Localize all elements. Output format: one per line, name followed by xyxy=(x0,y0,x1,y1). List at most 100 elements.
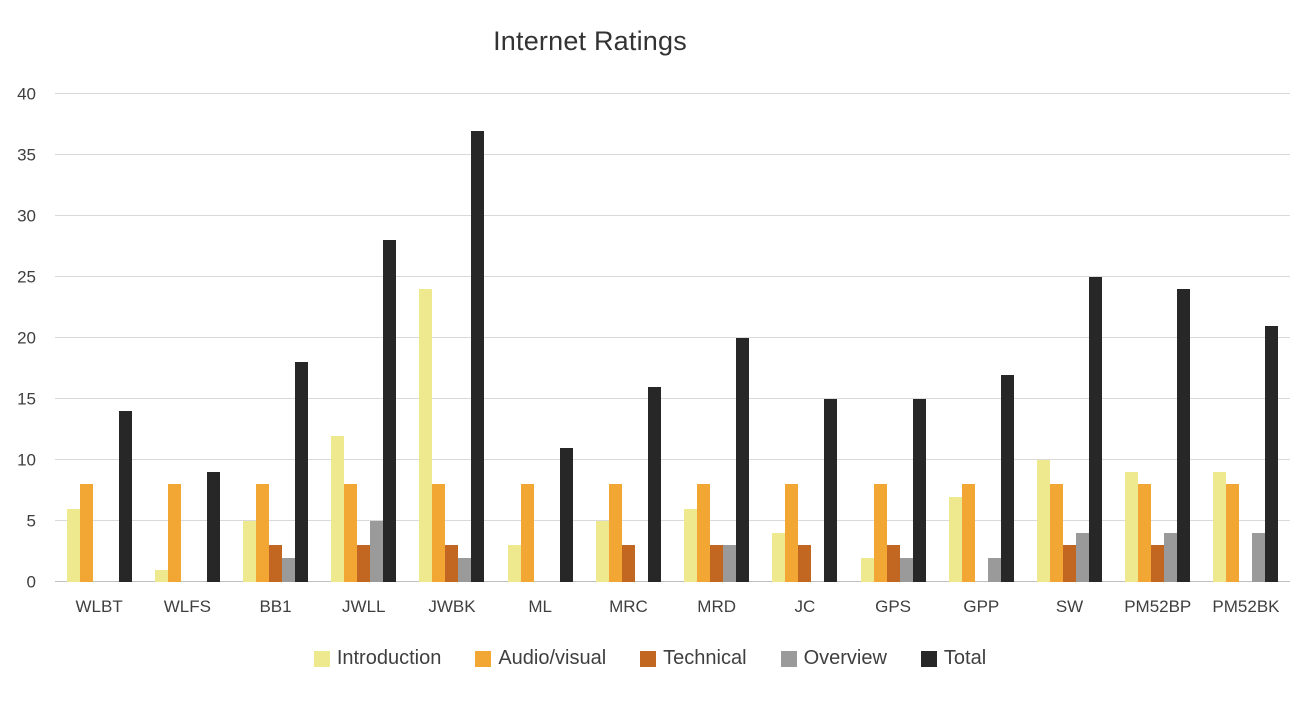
bar-audio-visual-jwll xyxy=(344,484,358,582)
x-tick-label-jwbk: JWBK xyxy=(428,597,476,616)
bar-technical-bb1 xyxy=(269,545,283,582)
x-tick-label-gps: GPS xyxy=(875,597,912,616)
x-tick-label-mrc: MRC xyxy=(609,597,648,616)
bar-overview-bb1 xyxy=(282,557,296,582)
x-tick-label-sw: SW xyxy=(1055,597,1084,616)
bar-total-wlbt xyxy=(118,411,132,582)
bar-group-ml xyxy=(496,94,584,582)
x-tick-label-bb1: BB1 xyxy=(259,597,292,616)
bar-group-gpp xyxy=(937,94,1025,582)
bar-technical-mrc xyxy=(621,545,635,582)
bar-audio-visual-jc xyxy=(785,484,799,582)
bar-overview-pm52bk xyxy=(1252,533,1266,582)
bar-total-sw xyxy=(1089,277,1103,582)
bar-group-sw xyxy=(1025,94,1113,582)
bar-total-bb1 xyxy=(295,362,309,582)
bar-introduction-gpp xyxy=(948,496,962,582)
bar-group-wlbt xyxy=(55,94,143,582)
y-tick-label-35: 35 xyxy=(17,145,36,165)
y-tick-label-30: 30 xyxy=(17,206,36,226)
bar-total-pm52bk xyxy=(1265,325,1279,582)
bar-audio-visual-bb1 xyxy=(256,484,270,582)
bar-technical-sw xyxy=(1063,545,1077,582)
bar-introduction-mrc xyxy=(595,521,609,582)
bar-group-mrd xyxy=(673,94,761,582)
legend-label-audio-visual: Audio/visual xyxy=(498,647,607,669)
y-tick-label-40: 40 xyxy=(17,84,36,104)
legend: Introduction Audio/visual Technical Overvie… xyxy=(0,647,1300,670)
y-tick-label-15: 15 xyxy=(17,389,36,409)
bar-total-jwbk xyxy=(471,130,485,582)
bar-total-jc xyxy=(824,399,838,582)
bar-group-pm52bp xyxy=(1114,94,1202,582)
y-tick-label-5: 5 xyxy=(26,511,36,531)
bar-group-gps xyxy=(849,94,937,582)
bars-layer xyxy=(55,94,1290,582)
gridline-25 xyxy=(55,276,1290,277)
chart-title: Internet Ratings xyxy=(493,26,687,56)
bar-introduction-mrd xyxy=(684,508,698,582)
bar-technical-jwll xyxy=(357,545,371,582)
bar-audio-visual-gps xyxy=(873,484,887,582)
bar-audio-visual-mrc xyxy=(608,484,622,582)
x-tick-label-pm52bk: PM52BK xyxy=(1212,597,1280,616)
gridline-20 xyxy=(55,337,1290,338)
bar-total-mrd xyxy=(736,338,750,582)
bar-total-mrc xyxy=(647,386,661,582)
gridlines-layer xyxy=(55,93,1290,582)
x-tick-label-gpp: GPP xyxy=(963,597,1000,616)
legend-item-introduction: Introduction xyxy=(313,647,442,670)
bar-overview-jwll xyxy=(370,521,384,582)
bar-technical-mrd xyxy=(710,545,724,582)
x-tick-label-pm52bp: PM52BP xyxy=(1124,597,1192,616)
bar-total-ml xyxy=(559,447,573,582)
y-tick-label-0: 0 xyxy=(26,572,36,592)
x-tick-label-wlbt: WLBT xyxy=(75,597,123,616)
legend-item-audio-visual: Audio/visual xyxy=(475,647,606,670)
bar-introduction-wlbt xyxy=(66,508,80,582)
bar-introduction-bb1 xyxy=(243,521,257,582)
legend-swatch-introduction xyxy=(313,650,330,667)
bar-group-jwbk xyxy=(408,94,496,582)
legend-label-introduction: Introduction xyxy=(336,647,442,669)
bar-group-jc xyxy=(761,94,849,582)
y-tick-label-10: 10 xyxy=(17,450,36,470)
gridline-10 xyxy=(55,459,1290,460)
bar-introduction-jwbk xyxy=(419,289,433,582)
bar-overview-pm52bp xyxy=(1164,533,1178,582)
x-tick-label-ml: ML xyxy=(528,597,553,616)
y-axis: 0 5 10 15 20 25 30 35 40 xyxy=(0,86,46,591)
gridline-40 xyxy=(55,93,1290,94)
bar-introduction-sw xyxy=(1037,460,1051,582)
x-tick-label-jwll: JWLL xyxy=(342,597,386,616)
bar-group-bb1 xyxy=(231,94,319,582)
bar-audio-visual-mrd xyxy=(697,484,711,582)
y-tick-label-25: 25 xyxy=(17,267,36,287)
bar-total-gpp xyxy=(1000,374,1014,582)
legend-label-technical: Technical xyxy=(663,647,747,669)
bar-introduction-pm52bk xyxy=(1213,472,1227,582)
plot-area xyxy=(55,93,1290,582)
bar-overview-sw xyxy=(1076,533,1090,582)
bar-introduction-wlfs xyxy=(154,569,168,582)
bar-total-gps xyxy=(912,399,926,582)
bar-introduction-ml xyxy=(507,545,521,582)
x-tick-label-jc: JC xyxy=(794,597,816,616)
bar-technical-jc xyxy=(798,545,812,582)
bar-introduction-jwll xyxy=(331,435,345,582)
legend-swatch-technical xyxy=(640,650,657,667)
legend-swatch-audio-visual xyxy=(475,650,492,667)
bar-audio-visual-ml xyxy=(520,484,534,582)
bar-audio-visual-jwbk xyxy=(432,484,446,582)
x-axis-labels: WLBT WLFS BB1 JWLL JWBK ML MRC MRD JC GPS GPP SW PM5… xyxy=(55,597,1290,617)
gridline-30 xyxy=(55,215,1290,216)
legend-item-technical: Technical xyxy=(640,647,747,670)
bar-technical-jwbk xyxy=(445,545,459,582)
bar-technical-pm52bp xyxy=(1151,545,1165,582)
bar-audio-visual-gpp xyxy=(961,484,975,582)
bar-introduction-pm52bp xyxy=(1125,472,1139,582)
bar-audio-visual-sw xyxy=(1050,484,1064,582)
x-tick-label-mrd: MRD xyxy=(697,597,736,616)
legend-swatch-total xyxy=(920,650,937,667)
